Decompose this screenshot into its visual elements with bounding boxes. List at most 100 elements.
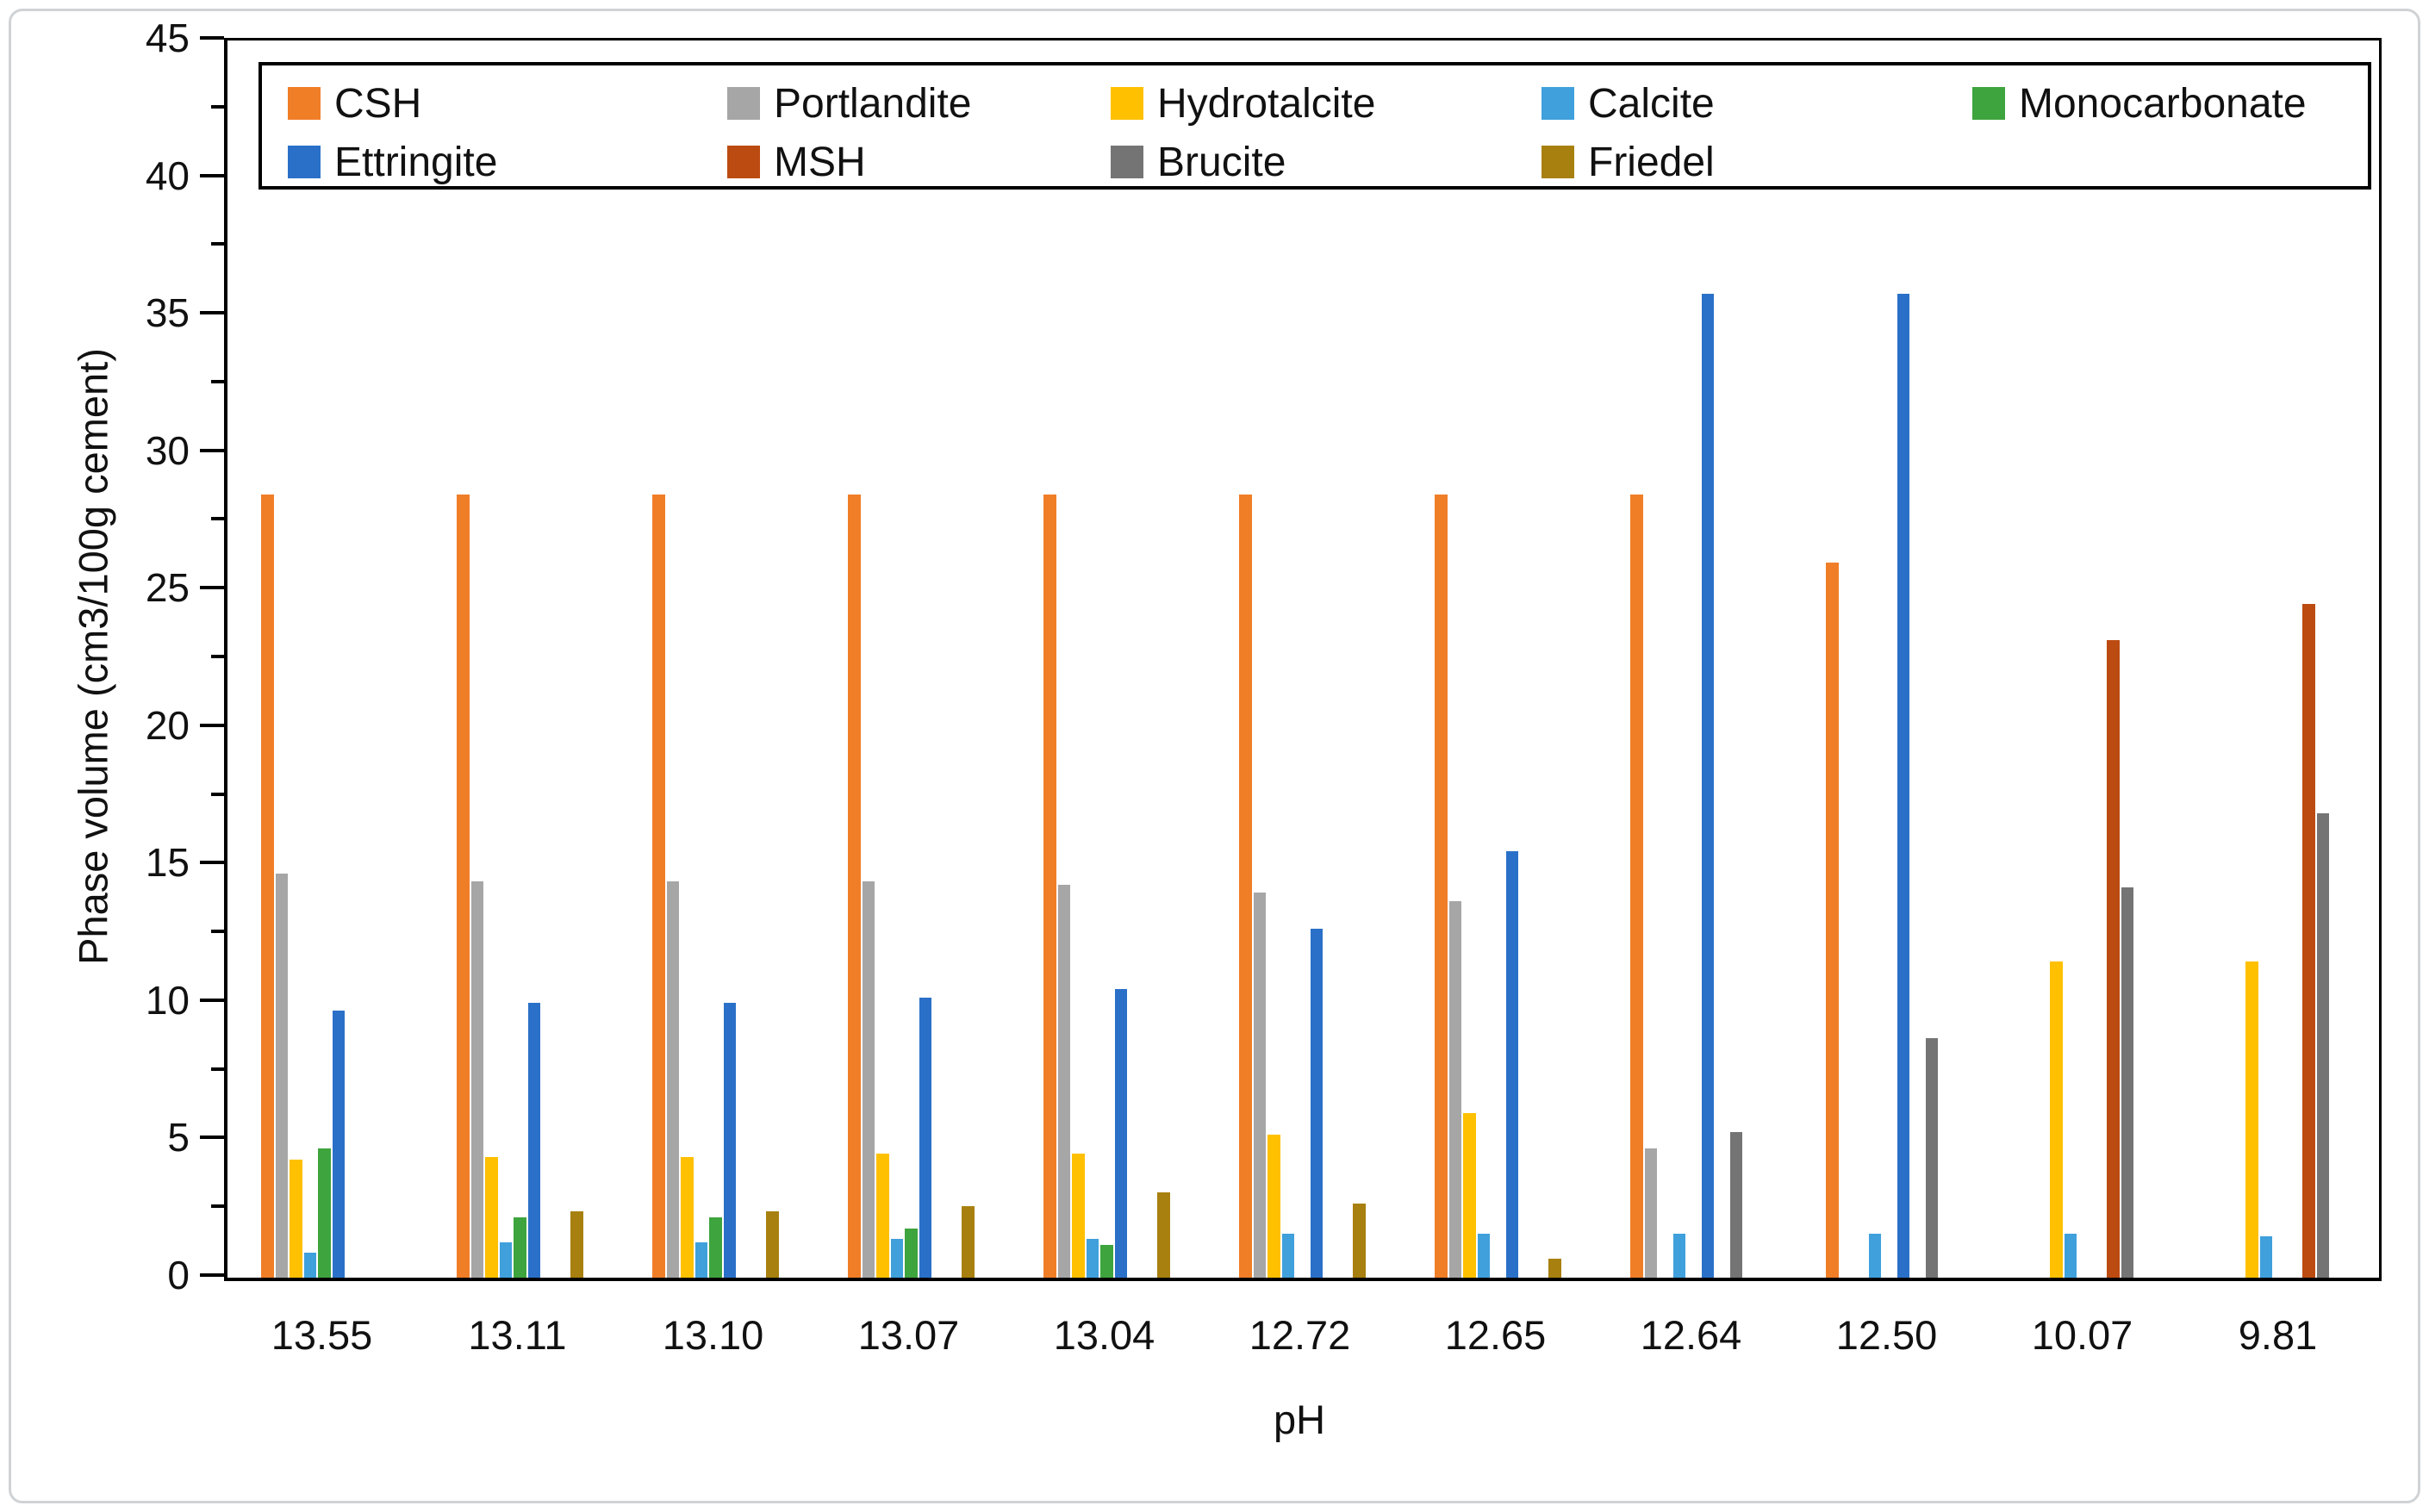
bar-friedel-13.11	[570, 1211, 583, 1278]
bar-ettringite-13.10	[723, 1002, 737, 1278]
y-axis-major-tick	[200, 1273, 224, 1277]
y-tick-label: 15	[145, 840, 190, 886]
bar-calcite-13.55	[303, 1253, 317, 1278]
legend-label: Calcite	[1588, 80, 1715, 127]
x-category-label: 13.07	[857, 1312, 960, 1358]
y-axis-major-tick	[200, 998, 224, 1002]
bar-hydrotalcite-13.07	[876, 1154, 889, 1278]
bar-friedel-13.04	[1157, 1192, 1170, 1278]
bar-csh-12.72	[1239, 494, 1252, 1278]
screenshot-frame	[9, 9, 2420, 1503]
legend-item-monocarbonate: Monocarbonate	[1972, 81, 2307, 127]
y-axis-minor-tick	[211, 517, 224, 521]
bar-brucite-12.64	[1729, 1131, 1743, 1278]
bar-portlandite-12.64	[1644, 1148, 1658, 1278]
legend-label: Friedel	[1588, 139, 1715, 185]
bar-csh-13.55	[261, 494, 274, 1278]
y-axis-minor-tick	[211, 792, 224, 796]
bar-ettringite-13.04	[1114, 988, 1128, 1278]
y-tick-label: 5	[167, 1115, 190, 1160]
bar-calcite-12.65	[1477, 1233, 1491, 1278]
bar-calcite-13.10	[694, 1241, 708, 1278]
legend-label: MSH	[774, 139, 866, 185]
y-axis-minor-tick	[211, 1204, 224, 1209]
legend-swatch-calcite	[1541, 87, 1574, 120]
legend-item-friedel: Friedel	[1541, 139, 1715, 185]
bar-csh-13.04	[1043, 494, 1056, 1278]
bar-brucite-9.81	[2316, 812, 2330, 1278]
y-tick-label: 40	[145, 152, 190, 198]
y-axis-major-tick	[200, 173, 224, 177]
legend-swatch-csh	[288, 87, 321, 120]
bar-hydrotalcite-13.04	[1072, 1154, 1085, 1278]
bar-hydrotalcite-13.11	[485, 1156, 498, 1278]
legend-swatch-monocarbonate	[1972, 87, 2005, 120]
bar-msh-9.81	[2302, 604, 2315, 1278]
y-tick-label: 25	[145, 565, 190, 611]
x-category-label: 12.65	[1444, 1312, 1547, 1358]
y-axis-major-tick	[200, 723, 224, 727]
bar-portlandite-13.55	[275, 873, 289, 1278]
bar-portlandite-13.10	[666, 881, 680, 1278]
bar-hydrotalcite-12.72	[1267, 1135, 1280, 1278]
legend-label: Brucite	[1157, 139, 1286, 185]
bar-ettringite-13.07	[919, 997, 932, 1278]
bar-friedel-12.65	[1548, 1258, 1561, 1278]
legend-item-csh: CSH	[288, 81, 421, 127]
bar-calcite-9.81	[2259, 1236, 2273, 1278]
x-category-label: 13.10	[662, 1312, 764, 1358]
y-tick-label: 0	[167, 1253, 190, 1297]
x-category-label: 13.11	[468, 1312, 567, 1358]
bar-friedel-12.72	[1353, 1203, 1366, 1278]
y-axis-major-tick	[200, 1136, 224, 1140]
bar-friedel-13.10	[766, 1211, 779, 1278]
bar-portlandite-12.65	[1448, 900, 1462, 1278]
y-axis-minor-tick	[211, 242, 224, 246]
bar-hydrotalcite-10.07	[2050, 961, 2063, 1278]
x-category-label: 12.72	[1249, 1312, 1351, 1358]
bar-csh-13.07	[848, 494, 861, 1278]
bar-monocarbonate-13.10	[709, 1216, 722, 1278]
bar-brucite-12.50	[1925, 1038, 1939, 1278]
y-axis-major-tick	[200, 448, 224, 452]
y-axis-major-tick	[200, 586, 224, 590]
legend: CSH Portlandite Hydrotalcite Calcite Monocar…	[258, 62, 2371, 190]
bar-csh-12.64	[1630, 494, 1643, 1278]
bar-monocarbonate-13.04	[1100, 1244, 1113, 1278]
legend-item-msh: MSH	[727, 139, 866, 185]
y-axis-minor-tick	[211, 930, 224, 934]
y-tick-label: 35	[145, 290, 190, 336]
y-tick-label: 45	[145, 16, 190, 60]
bar-calcite-13.04	[1086, 1239, 1099, 1278]
bar-csh-13.10	[652, 494, 665, 1278]
bar-hydrotalcite-9.81	[2245, 961, 2258, 1278]
legend-label: Monocarbonate	[2019, 80, 2307, 127]
x-category-label: 12.50	[1835, 1312, 1938, 1358]
bar-calcite-13.07	[890, 1239, 904, 1278]
legend-item-calcite: Calcite	[1541, 81, 1715, 127]
legend-item-hydrotalcite: Hydrotalcite	[1111, 81, 1375, 127]
bar-calcite-13.11	[499, 1241, 513, 1278]
bar-portlandite-13.11	[470, 881, 484, 1278]
y-axis-major-tick	[200, 861, 224, 865]
bar-hydrotalcite-12.65	[1463, 1112, 1476, 1278]
bar-ettringite-12.50	[1896, 293, 1910, 1278]
y-tick-label: 10	[145, 977, 190, 1023]
bar-portlandite-12.72	[1253, 893, 1267, 1278]
legend-swatch-portlandite	[727, 87, 760, 120]
legend-swatch-friedel	[1541, 146, 1574, 178]
y-axis-minor-tick	[211, 655, 224, 658]
bar-msh-10.07	[2107, 639, 2120, 1278]
y-axis-major-tick	[200, 311, 224, 315]
bar-portlandite-13.04	[1057, 884, 1071, 1278]
bar-ettringite-12.64	[1701, 293, 1715, 1278]
x-category-label: 9.81	[2238, 1312, 2318, 1358]
x-category-label: 10.07	[2031, 1312, 2133, 1358]
legend-label: Portlandite	[774, 80, 972, 127]
bar-hydrotalcite-13.10	[681, 1156, 694, 1278]
legend-swatch-brucite	[1111, 146, 1143, 178]
legend-label: Hydrotalcite	[1157, 80, 1376, 127]
legend-item-brucite: Brucite	[1111, 139, 1286, 185]
y-tick-label: 20	[145, 702, 190, 748]
